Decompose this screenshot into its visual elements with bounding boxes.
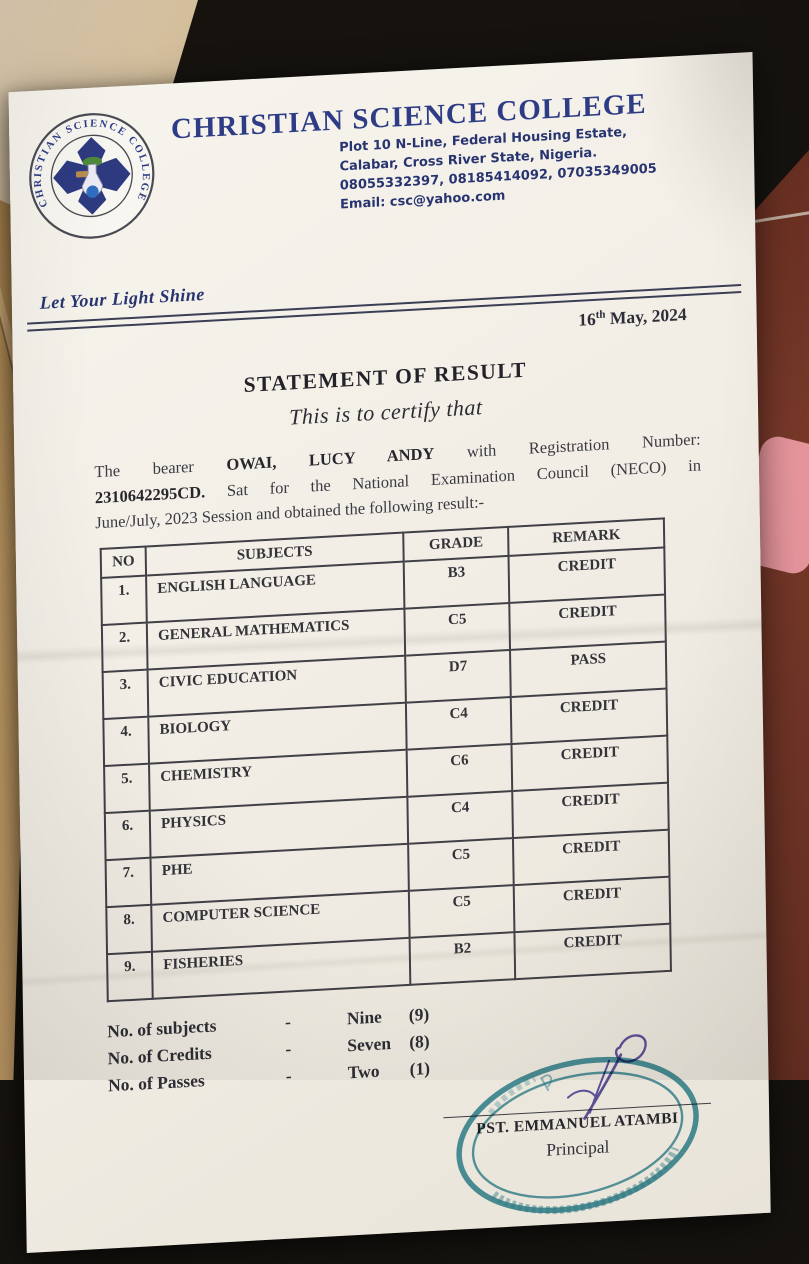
cell-no: 8. [106, 904, 153, 954]
summary-count: (9) [408, 1003, 430, 1025]
summary-value: Two [347, 1060, 380, 1083]
college-seal-logo: CHRISTIAN SCIENCE COLLEGE [29, 113, 155, 239]
result-statement-sheet: CHRISTIAN SCIENCE COLLEGE CHRISTIAN SCIE… [8, 51, 771, 1253]
cell-no: 6. [104, 810, 151, 860]
signature-block: PST. EMMANUEL ATAMBI Principal [427, 1034, 727, 1215]
cell-remark: PASS [510, 641, 667, 697]
cell-no: 2. [101, 622, 148, 672]
col-header-no: NO [100, 546, 147, 578]
cell-remark: CREDIT [513, 829, 670, 885]
cell-remark: CREDIT [511, 688, 668, 744]
summary-value: Seven [347, 1032, 392, 1056]
cell-no: 1. [101, 575, 147, 625]
summary-dash: - [285, 1065, 292, 1086]
cell-no: 5. [104, 763, 150, 813]
principal-signature-icon [566, 1034, 647, 1120]
cell-remark: CREDIT [511, 735, 668, 791]
summary-count: (1) [409, 1057, 431, 1079]
results-table: NO SUBJECTS GRADE REMARK 1. ENGLISH LANG… [99, 517, 672, 1002]
cell-no: 7. [105, 857, 152, 907]
cell-remark: CREDIT [514, 923, 671, 979]
cell-no: 3. [102, 669, 149, 719]
date-day: 16 [578, 308, 596, 330]
summary-dash: - [285, 1038, 292, 1059]
summary-dash: - [284, 1011, 291, 1032]
cell-no: 9. [107, 951, 153, 1001]
seal-plant-icon [82, 156, 103, 167]
cell-grade: C5 [408, 884, 515, 938]
summary-value: Nine [346, 1006, 382, 1029]
date-month-year: May, 2024 [609, 303, 687, 329]
cell-remark: CREDIT [508, 547, 666, 603]
registration-number: 2310642295CD. [94, 481, 206, 507]
letterhead: CHRISTIAN SCIENCE COLLEGE CHRISTIAN SCIE… [9, 52, 756, 284]
date-ordinal: th [595, 308, 606, 322]
seal-liquid-icon [86, 185, 99, 198]
summary-count: (8) [409, 1030, 430, 1052]
cell-remark: CREDIT [512, 782, 669, 838]
cell-grade: B3 [403, 555, 510, 609]
cell-no: 4. [103, 716, 150, 766]
intro-prefix: The bearer [94, 456, 194, 482]
cell-remark: CREDIT [514, 876, 671, 932]
cell-grade: D7 [405, 649, 512, 703]
cell-grade: C6 [406, 743, 513, 797]
cell-grade: C4 [405, 696, 512, 750]
cell-grade: C5 [404, 602, 511, 656]
cell-grade: C4 [407, 790, 514, 844]
cell-grade: C5 [408, 837, 515, 891]
cell-remark: CREDIT [509, 594, 666, 650]
cell-grade: B2 [409, 931, 516, 985]
